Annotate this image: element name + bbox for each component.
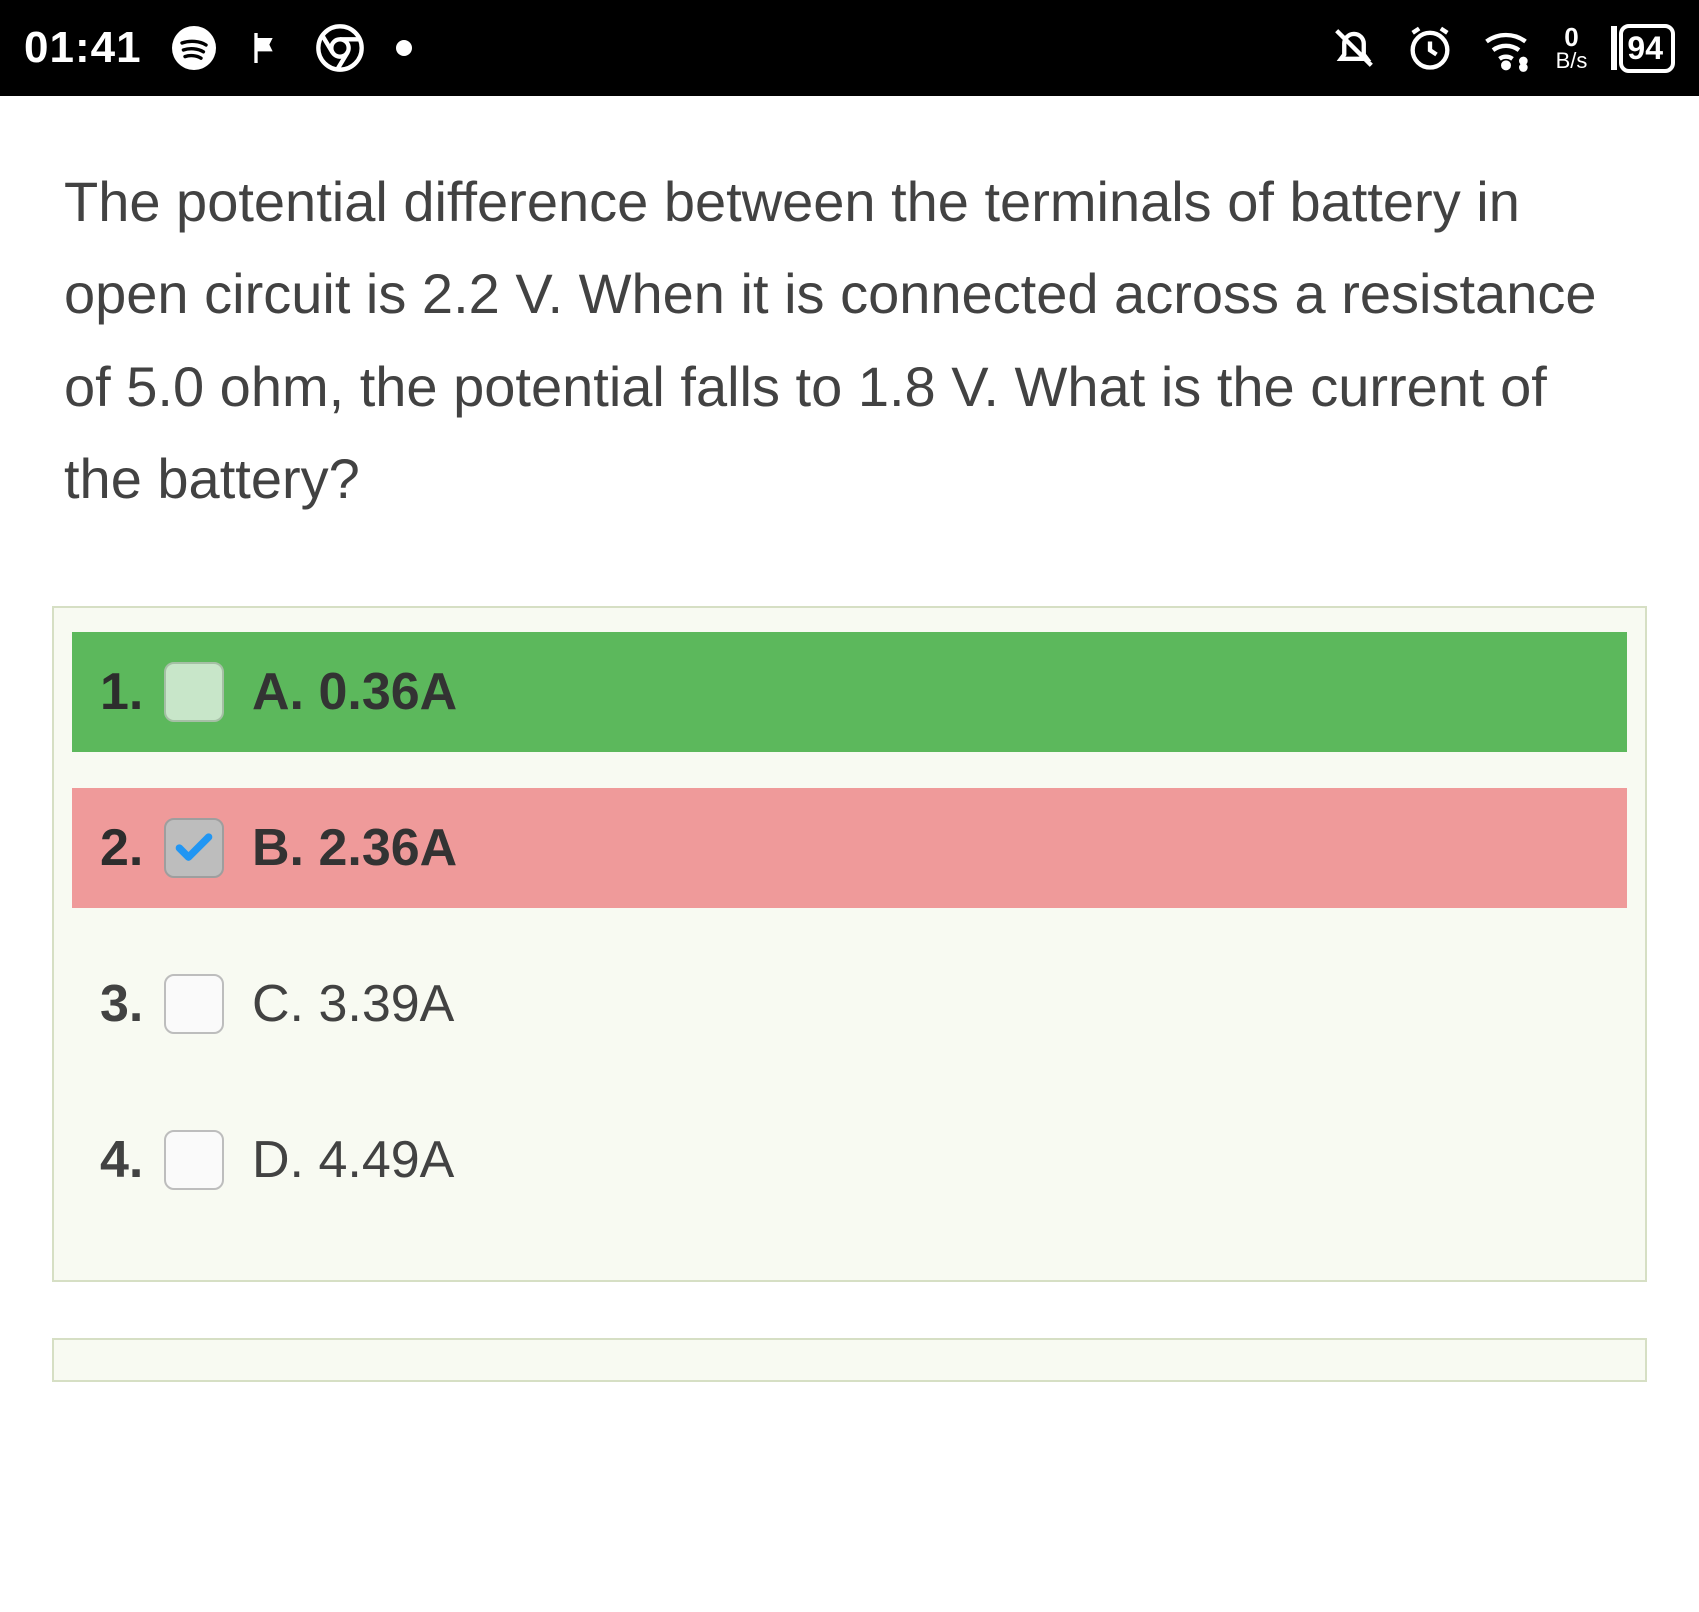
data-rate-indicator: 0 B/s — [1556, 24, 1588, 72]
answer-number: 1. — [100, 662, 160, 722]
answer-label: A. 0.36A — [252, 662, 457, 722]
battery-tip-icon — [1611, 26, 1617, 70]
bell-off-icon — [1328, 22, 1380, 74]
dot-icon — [394, 38, 414, 58]
clock-time: 01:41 — [24, 23, 142, 73]
data-rate-value: 0 — [1564, 24, 1578, 50]
answer-label: B. 2.36A — [252, 818, 457, 878]
answer-option-1[interactable]: 1. A. 0.36A — [72, 632, 1627, 752]
answer-option-4[interactable]: 4. D. 4.49A — [72, 1100, 1627, 1220]
answer-label: D. 4.49A — [252, 1130, 454, 1190]
status-left: 01:41 — [24, 22, 414, 74]
answer-option-2[interactable]: 2. B. 2.36A — [72, 788, 1627, 908]
chrome-icon — [314, 22, 366, 74]
status-right: 0 B/s 94 — [1328, 22, 1675, 74]
answer-number: 3. — [100, 974, 160, 1034]
alarm-icon — [1404, 22, 1456, 74]
answer-number: 4. — [100, 1130, 160, 1190]
battery-level: 94 — [1627, 30, 1663, 67]
checkbox-icon[interactable] — [164, 1130, 224, 1190]
answer-option-3[interactable]: 3. C. 3.39A — [72, 944, 1627, 1064]
data-rate-unit: B/s — [1556, 50, 1588, 72]
checkbox-checked-icon[interactable] — [164, 818, 224, 878]
answer-number: 2. — [100, 818, 160, 878]
answers-panel: 1. A. 0.36A 2. B. 2.36A 3. C. 3.39A 4. D… — [52, 606, 1647, 1282]
wifi-icon — [1480, 22, 1532, 74]
answer-label: C. 3.39A — [252, 974, 454, 1034]
flag-icon — [246, 24, 286, 72]
spotify-icon — [170, 24, 218, 72]
question-text: The potential difference between the ter… — [0, 96, 1699, 546]
status-bar: 01:41 0 B/s 94 — [0, 0, 1699, 96]
next-panel-top — [52, 1338, 1647, 1382]
battery-indicator: 94 — [1619, 24, 1675, 73]
checkbox-icon[interactable] — [164, 974, 224, 1034]
checkbox-icon[interactable] — [164, 662, 224, 722]
